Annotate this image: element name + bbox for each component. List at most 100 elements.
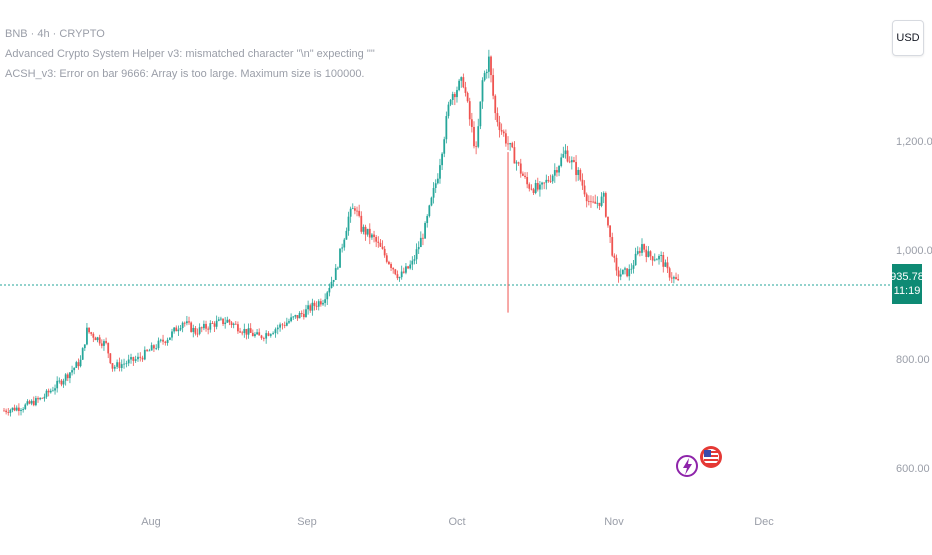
candle: [581, 173, 584, 191]
candle: [292, 316, 295, 320]
time-axis[interactable]: Aug Sep Oct Nov Dec: [141, 516, 774, 528]
candle: [103, 339, 105, 351]
candle: [30, 399, 33, 406]
candle: [373, 230, 375, 243]
candle: [556, 166, 558, 177]
candle: [3, 408, 5, 412]
candle: [155, 344, 158, 351]
candle: [436, 173, 439, 185]
candle: [624, 266, 626, 275]
candle: [188, 316, 190, 325]
candle: [24, 403, 27, 410]
candle: [35, 395, 37, 407]
candle: [551, 174, 554, 184]
candle: [164, 340, 167, 346]
candle: [460, 76, 463, 88]
candle: [120, 359, 123, 372]
candle: [222, 318, 224, 327]
candle: [498, 115, 501, 138]
candle: [604, 191, 607, 218]
candle: [517, 161, 520, 166]
candle: [276, 324, 279, 335]
candle: [279, 322, 281, 332]
candle: [528, 182, 531, 192]
candle: [60, 379, 63, 387]
candle: [677, 274, 680, 281]
candle: [626, 268, 629, 278]
price-tick-label: 1,000.00: [896, 245, 932, 257]
candle: [190, 321, 193, 333]
candle: [590, 195, 592, 208]
candle: [647, 246, 650, 258]
candle: [45, 389, 48, 399]
candle: [468, 97, 471, 126]
candle: [220, 316, 222, 321]
candle: [317, 299, 320, 311]
candle: [274, 327, 277, 338]
candle: [132, 356, 135, 366]
candle: [123, 358, 125, 369]
candle: [203, 320, 205, 331]
candle: [217, 316, 220, 322]
candle: [507, 136, 509, 151]
candle: [194, 326, 197, 336]
candle: [358, 204, 361, 218]
candle: [390, 262, 392, 272]
candle: [426, 214, 429, 228]
candle: [234, 321, 237, 325]
candle: [141, 355, 144, 362]
candle: [564, 144, 567, 159]
candle: [643, 243, 646, 253]
candle: [196, 328, 199, 338]
candlestick-series: [3, 49, 680, 417]
candle: [137, 352, 139, 362]
candle: [409, 260, 412, 270]
candle: [300, 310, 303, 318]
candle: [381, 240, 384, 250]
candle: [464, 81, 467, 97]
candle: [332, 279, 335, 287]
price-axis[interactable]: 600.00 800.00 1,000.00 1,200.00: [896, 136, 932, 475]
candle: [511, 141, 514, 149]
candle: [183, 321, 186, 327]
last-price-value: 935.78: [890, 271, 924, 283]
candle: [496, 107, 499, 127]
candle: [632, 260, 635, 274]
candle: [598, 202, 601, 211]
candle: [334, 264, 337, 281]
candle: [39, 397, 42, 401]
candle: [398, 276, 401, 282]
candle: [77, 358, 80, 370]
candle: [375, 235, 378, 248]
candle: [360, 211, 363, 234]
candle: [256, 329, 258, 335]
candle: [305, 304, 307, 318]
candle: [258, 328, 261, 336]
candle: [81, 347, 84, 360]
candle: [247, 323, 250, 339]
candle: [230, 320, 233, 328]
candle: [127, 354, 130, 367]
candle: [32, 396, 35, 407]
lightning-icon[interactable]: [676, 455, 698, 477]
candle: [260, 334, 263, 340]
candle: [171, 328, 173, 341]
candle: [9, 408, 12, 417]
candle: [150, 342, 153, 351]
candle: [539, 181, 541, 197]
us-flag-icon[interactable]: [700, 446, 722, 468]
candle: [577, 167, 580, 181]
candle: [296, 315, 299, 321]
candle: [575, 155, 577, 182]
candle: [619, 268, 622, 281]
candle: [285, 317, 288, 327]
candle: [100, 339, 103, 349]
candle: [79, 355, 82, 368]
candle: [315, 301, 318, 311]
candle: [362, 224, 365, 235]
candle: [349, 206, 352, 223]
candle: [15, 405, 18, 412]
currency-button[interactable]: USD: [892, 20, 924, 56]
